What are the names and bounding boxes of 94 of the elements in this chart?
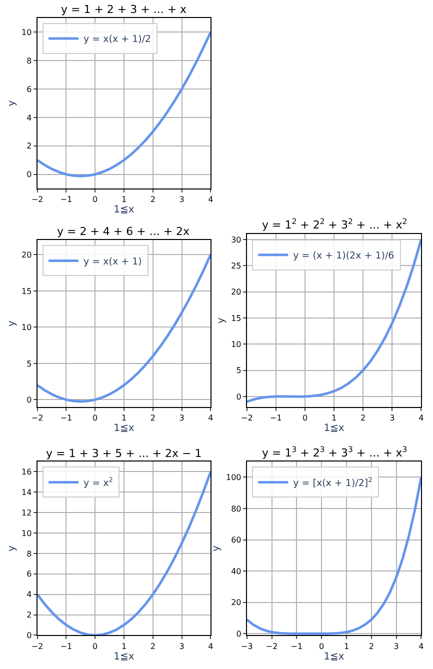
y-axis-title: y: [6, 545, 18, 552]
y-tick-label: 30: [231, 235, 242, 244]
x-tick-label: 3: [390, 414, 395, 423]
x-tick-label: −1: [60, 642, 72, 651]
x-tick-label: 1: [121, 414, 127, 423]
x-tick-label: −2: [240, 414, 253, 423]
x-axis-title: 1≦x: [324, 651, 344, 662]
x-tick-label: 0: [92, 642, 98, 651]
x-tick-label: 4: [418, 414, 424, 423]
y-tick-label: 15: [22, 286, 32, 296]
x-tick-label: 4: [208, 195, 214, 204]
y-tick-label: 0: [26, 631, 32, 640]
y-tick-label: 25: [231, 261, 242, 270]
y-tick-label: 8: [26, 549, 32, 558]
y-tick-label: 6: [26, 84, 32, 94]
x-tick-label: 4: [418, 642, 424, 651]
y-tick-label: 0: [236, 629, 242, 638]
x-tick-label: 0: [92, 195, 98, 204]
x-tick-label: 2: [360, 414, 366, 423]
y-tick-label: 0: [236, 392, 242, 402]
line-series: [37, 470, 211, 636]
x-tick-label: 4: [208, 414, 214, 423]
x-tick-label: 2: [150, 414, 156, 423]
line-series: [246, 238, 422, 403]
y-tick-label: 2: [26, 610, 32, 620]
chart-title: y = 1$^{3}$ + 2$^{3}$ + 3$^{3}$ + ... + x$^{3}$: [262, 445, 408, 460]
y-tick-label: 0: [26, 170, 32, 180]
x-tick-label: 3: [179, 414, 184, 423]
y-tick-label: 5: [236, 366, 242, 376]
x-tick-label: −3: [240, 642, 253, 651]
x-tick-label: 0: [302, 414, 308, 423]
line-series: [37, 253, 211, 403]
x-axis-title: 1≦x: [324, 423, 344, 434]
x-tick-label: −2: [31, 642, 44, 651]
x-tick-label: 3: [179, 642, 184, 651]
x-tick-label: −2: [31, 414, 44, 423]
y-tick-label: 15: [231, 314, 242, 323]
x-tick-label: −1: [60, 414, 72, 423]
line-series: [37, 30, 211, 178]
x-axis-title: 1≦x: [114, 423, 134, 434]
legend-label: y = [x(x + 1)/2]$^{2}$: [293, 476, 372, 489]
y-tick-label: 4: [26, 590, 32, 600]
y-axis-title: y: [6, 100, 18, 106]
chart-title: y = 1 + 2 + 3 + ... + x: [61, 3, 188, 16]
x-tick-label: 3: [394, 642, 399, 651]
y-tick-label: 60: [231, 536, 242, 545]
legend-label: y = (x + 1)(2x + 1)/6: [293, 250, 394, 262]
x-tick-label: −1: [290, 642, 303, 651]
y-tick-label: 4: [26, 113, 32, 122]
chart-title: y = 1$^{2}$ + 2$^{2}$ + 3$^{2}$ + ... + x$^{2}$: [262, 217, 408, 232]
x-tick-label: 2: [150, 642, 156, 651]
x-tick-label: −2: [266, 642, 278, 651]
y-tick-label: 10: [22, 528, 32, 538]
x-tick-label: 1: [331, 414, 337, 423]
legend-label: y = x(x + 1): [84, 256, 142, 268]
y-tick-label: 10: [22, 28, 32, 37]
y-tick-label: 5: [26, 359, 32, 368]
y-tick-label: 10: [22, 322, 32, 332]
x-tick-label: 1: [121, 195, 127, 204]
y-tick-label: 100: [226, 472, 242, 482]
x-tick-label: −2: [31, 195, 44, 204]
chart-title: y = 1 + 3 + 5 + ... + 2x − 1: [46, 447, 202, 460]
line-series: [246, 476, 422, 635]
y-tick-label: 80: [231, 504, 242, 514]
y-tick-label: 20: [22, 250, 32, 260]
chart-title: y = 2 + 4 + 6 + ... + 2x: [57, 225, 190, 238]
y-tick-label: 40: [231, 566, 242, 576]
x-axis-title: 1≦x: [114, 651, 134, 662]
legend-label: y = x(x + 1)/2: [84, 34, 152, 46]
y-tick-label: 14: [22, 488, 32, 497]
y-tick-label: 2: [26, 142, 32, 151]
y-tick-label: 20: [231, 598, 242, 608]
y-tick-label: 12: [22, 508, 32, 518]
x-tick-label: 3: [179, 195, 184, 204]
y-tick-label: 16: [22, 468, 32, 477]
x-tick-label: 4: [208, 642, 214, 651]
y-tick-label: 6: [26, 570, 32, 579]
y-axis-title: y: [216, 318, 228, 324]
x-tick-label: 1: [121, 642, 127, 651]
x-tick-label: 2: [150, 195, 156, 204]
y-axis-title: y: [211, 545, 222, 552]
y-tick-label: 8: [26, 56, 32, 66]
x-axis-title: 1≦x: [114, 204, 134, 216]
x-tick-label: 0: [319, 642, 324, 651]
x-tick-label: 1: [344, 642, 350, 651]
x-tick-label: 2: [368, 642, 374, 651]
x-tick-label: 0: [92, 414, 98, 423]
legend-label: y = x$^{2}$: [84, 476, 114, 489]
y-tick-label: 10: [231, 340, 242, 349]
x-tick-label: −1: [60, 195, 72, 204]
y-tick-label: 0: [26, 395, 32, 404]
x-tick-label: −1: [270, 414, 282, 423]
y-tick-label: 20: [231, 288, 242, 297]
y-axis-title: y: [6, 320, 18, 327]
